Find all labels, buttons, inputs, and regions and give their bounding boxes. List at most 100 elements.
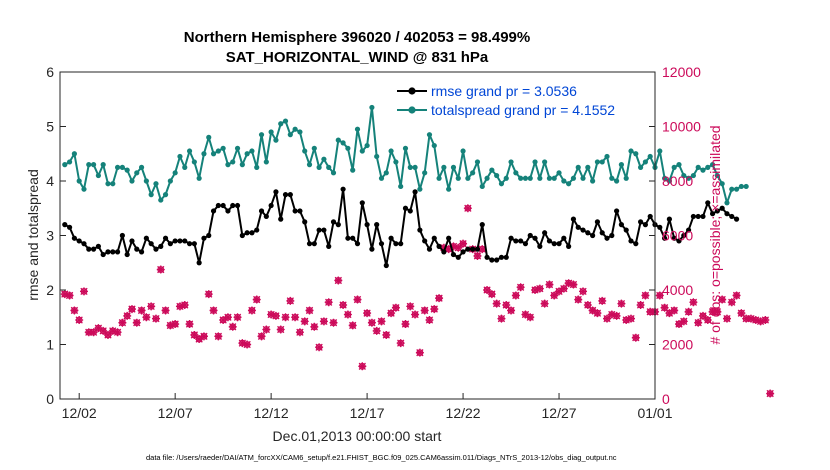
rmse-point: [311, 241, 317, 247]
obs-point: [636, 300, 645, 309]
obs-point: [65, 291, 74, 300]
rmse-point: [729, 213, 735, 220]
obs-point: [156, 265, 165, 274]
spread-point: [609, 175, 615, 181]
obs-point: [132, 318, 141, 327]
spread-point: [191, 159, 197, 165]
rmse-point: [167, 241, 173, 247]
y-tick-label-right: 4000: [662, 282, 693, 298]
rmse-point: [642, 222, 649, 228]
obs-point: [319, 317, 328, 326]
chart-subtitle: SAT_HORIZONTAL_WIND @ 831 hPa: [226, 49, 489, 66]
obs-point: [766, 389, 775, 398]
obs-point: [262, 325, 271, 334]
spread-point: [124, 167, 130, 173]
series-layer: [60, 104, 775, 398]
rmse-point: [81, 241, 87, 247]
rmse-point: [220, 202, 226, 209]
spread-point: [167, 178, 173, 184]
spread-point: [580, 175, 586, 181]
spread-point: [604, 153, 610, 160]
spread-point: [733, 186, 740, 192]
legend-label-rmse: rmse grand pr = 3.0536: [431, 83, 577, 99]
spread-point: [350, 167, 356, 173]
spread-point: [508, 159, 514, 165]
rmse-point: [206, 232, 212, 239]
spread-point: [316, 164, 322, 170]
rmse-point: [369, 246, 375, 252]
rmse-point: [234, 202, 241, 209]
obs-point: [627, 314, 636, 323]
spread-point: [321, 156, 327, 162]
rmse-point: [182, 238, 188, 244]
rmse-point: [436, 243, 442, 249]
rmse-point: [590, 232, 596, 239]
spread-point: [210, 151, 217, 157]
rmse-point: [561, 235, 567, 241]
rmse-point: [138, 249, 145, 255]
obs-point: [363, 309, 372, 318]
y-tick-label-right: 0: [662, 391, 670, 407]
rmse-point: [230, 202, 236, 209]
y-tick-label-right: 10000: [662, 119, 701, 135]
spread-point: [743, 183, 749, 190]
obs-point: [415, 348, 424, 357]
rmse-point: [186, 241, 193, 247]
data-file-footer: data file: /Users/raeder/DAI/ATM_forcXX/…: [146, 453, 617, 462]
obs-point: [473, 251, 482, 260]
y-tick-label-left: 4: [46, 173, 54, 189]
spread-point: [278, 121, 284, 127]
spread-point: [614, 178, 620, 184]
rmse-point: [340, 186, 346, 192]
rmse-point: [570, 216, 577, 222]
spread-point: [239, 162, 245, 168]
rmse-point: [614, 208, 620, 214]
rmse-point: [479, 222, 485, 228]
rmse-point: [86, 246, 92, 252]
spread-point: [426, 132, 433, 138]
obs-point: [727, 298, 736, 307]
spread-point: [273, 137, 279, 143]
x-tick-label: 12/07: [158, 405, 193, 421]
rmse-point: [90, 246, 97, 252]
rmse-point: [350, 235, 356, 241]
spread-point: [657, 148, 663, 154]
obs-point: [540, 299, 549, 308]
rmse-point: [95, 243, 101, 249]
obs-point: [487, 290, 496, 299]
rmse-point: [580, 227, 586, 233]
spread-point: [330, 170, 337, 176]
legend-box: [394, 80, 652, 122]
rmse-point: [364, 222, 370, 228]
rmse-point: [249, 230, 255, 236]
obs-point: [286, 296, 295, 305]
rmse-point: [402, 205, 409, 211]
spread-point: [441, 164, 447, 170]
spread-point: [71, 151, 77, 157]
obs-point: [516, 283, 525, 292]
y-tick-label-right: 2000: [662, 337, 693, 353]
rmse-point: [431, 235, 437, 241]
rmse-point: [354, 241, 361, 247]
rmse-point: [657, 224, 663, 230]
obs-point: [161, 306, 170, 315]
spread-point: [638, 164, 644, 170]
y-tick-label-right: 12000: [662, 64, 701, 80]
rmse-point: [244, 230, 250, 236]
obs-point: [406, 302, 415, 311]
obs-point: [425, 315, 434, 324]
obs-point: [305, 306, 314, 315]
rmse-point: [733, 216, 740, 222]
x-axis-label: Dec.01,2013 00:00:00 start: [273, 428, 442, 444]
spread-point: [138, 164, 145, 170]
rmse-point: [532, 235, 538, 241]
x-tick-label: 12/27: [542, 405, 577, 421]
spread-point: [695, 164, 701, 170]
obs-point: [497, 314, 506, 323]
rmse-point: [388, 235, 394, 241]
spread-point: [388, 148, 394, 154]
obs-point: [204, 290, 213, 299]
spread-point: [518, 175, 524, 181]
rmse-point: [566, 243, 572, 249]
obs-point: [684, 307, 693, 316]
